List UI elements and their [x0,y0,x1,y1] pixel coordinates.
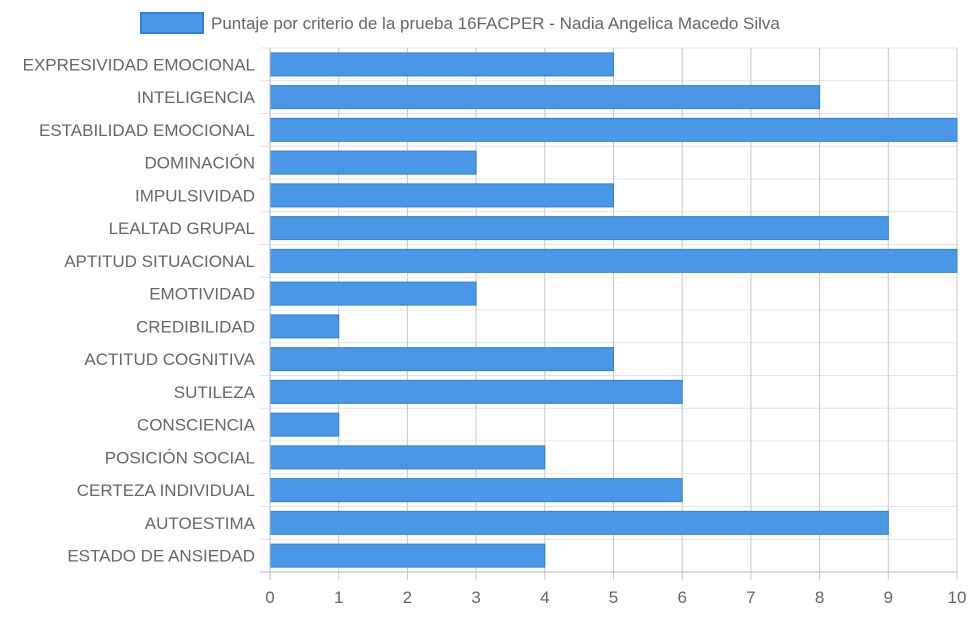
bar[interactable] [269,445,546,470]
bar[interactable] [269,117,958,142]
bar[interactable] [269,478,683,503]
category-label: CONSCIENCIA [137,416,256,435]
bar[interactable] [269,248,958,273]
bar[interactable] [269,510,889,535]
bar[interactable] [269,347,614,372]
x-tick-label: 4 [540,588,549,607]
category-labels: EXPRESIVIDAD EMOCIONAL INTELIGENCIA ESTABI… [23,55,256,565]
category-label: DOMINACIÓN [145,154,256,173]
x-tick-label: 1 [334,588,343,607]
x-tick-labels: 0 1 2 3 4 5 6 7 8 9 10 [265,588,966,607]
bar[interactable] [269,85,821,110]
x-tick-label: 6 [677,588,686,607]
category-label: INTELIGENCIA [137,88,256,107]
category-label: EMOTIVIDAD [149,285,255,304]
axes [260,48,957,573]
x-tick-label: 8 [815,588,824,607]
legend-label: Puntaje por criterio de la prueba 16FACP… [211,14,780,33]
x-tick-label: 7 [746,588,755,607]
category-label: SUTILEZA [174,383,256,402]
category-label: POSICIÓN SOCIAL [105,448,255,467]
category-label: IMPULSIVIDAD [135,186,255,205]
category-label: AUTOESTIMA [145,514,256,533]
category-label: LEALTAD GRUPAL [109,219,255,238]
x-tick-label: 10 [948,588,967,607]
category-label: APTITUD SITUACIONAL [64,252,255,271]
bar[interactable] [269,314,340,339]
legend-swatch [140,12,204,34]
bar[interactable] [269,281,477,306]
category-label: EXPRESIVIDAD EMOCIONAL [23,55,255,74]
category-label: ACTITUD COGNITIVA [84,350,255,369]
bar[interactable] [269,216,889,241]
category-label: ESTADO DE ANSIEDAD [67,547,255,566]
x-tick-label: 9 [884,588,893,607]
bar[interactable] [269,52,614,77]
bar[interactable] [269,183,614,208]
x-tick-label: 2 [403,588,412,607]
bar[interactable] [269,543,546,568]
category-label: CREDIBILIDAD [136,317,255,336]
bar[interactable] [269,412,340,437]
category-label: ESTABILIDAD EMOCIONAL [39,121,255,140]
category-label: CERTEZA INDIVIDUAL [77,481,255,500]
bar[interactable] [269,150,477,175]
x-tick-label: 3 [471,588,480,607]
bars [269,52,958,568]
bar[interactable] [269,379,683,404]
x-tick-label: 5 [609,588,618,607]
x-tick-label: 0 [265,588,274,607]
legend[interactable]: Puntaje por criterio de la prueba 16FACP… [140,12,780,34]
